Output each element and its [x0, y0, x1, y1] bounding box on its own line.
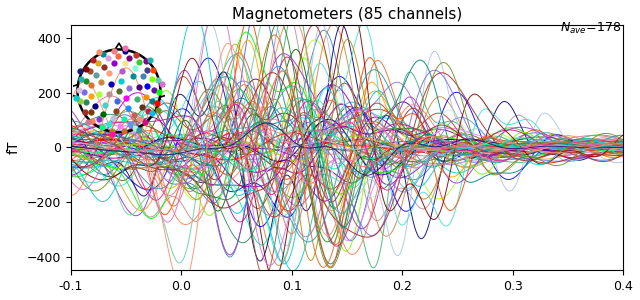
Text: $N_{ave}$=178: $N_{ave}$=178	[559, 21, 621, 36]
Title: Magnetometers (85 channels): Magnetometers (85 channels)	[232, 7, 462, 22]
Y-axis label: fT: fT	[7, 141, 21, 154]
